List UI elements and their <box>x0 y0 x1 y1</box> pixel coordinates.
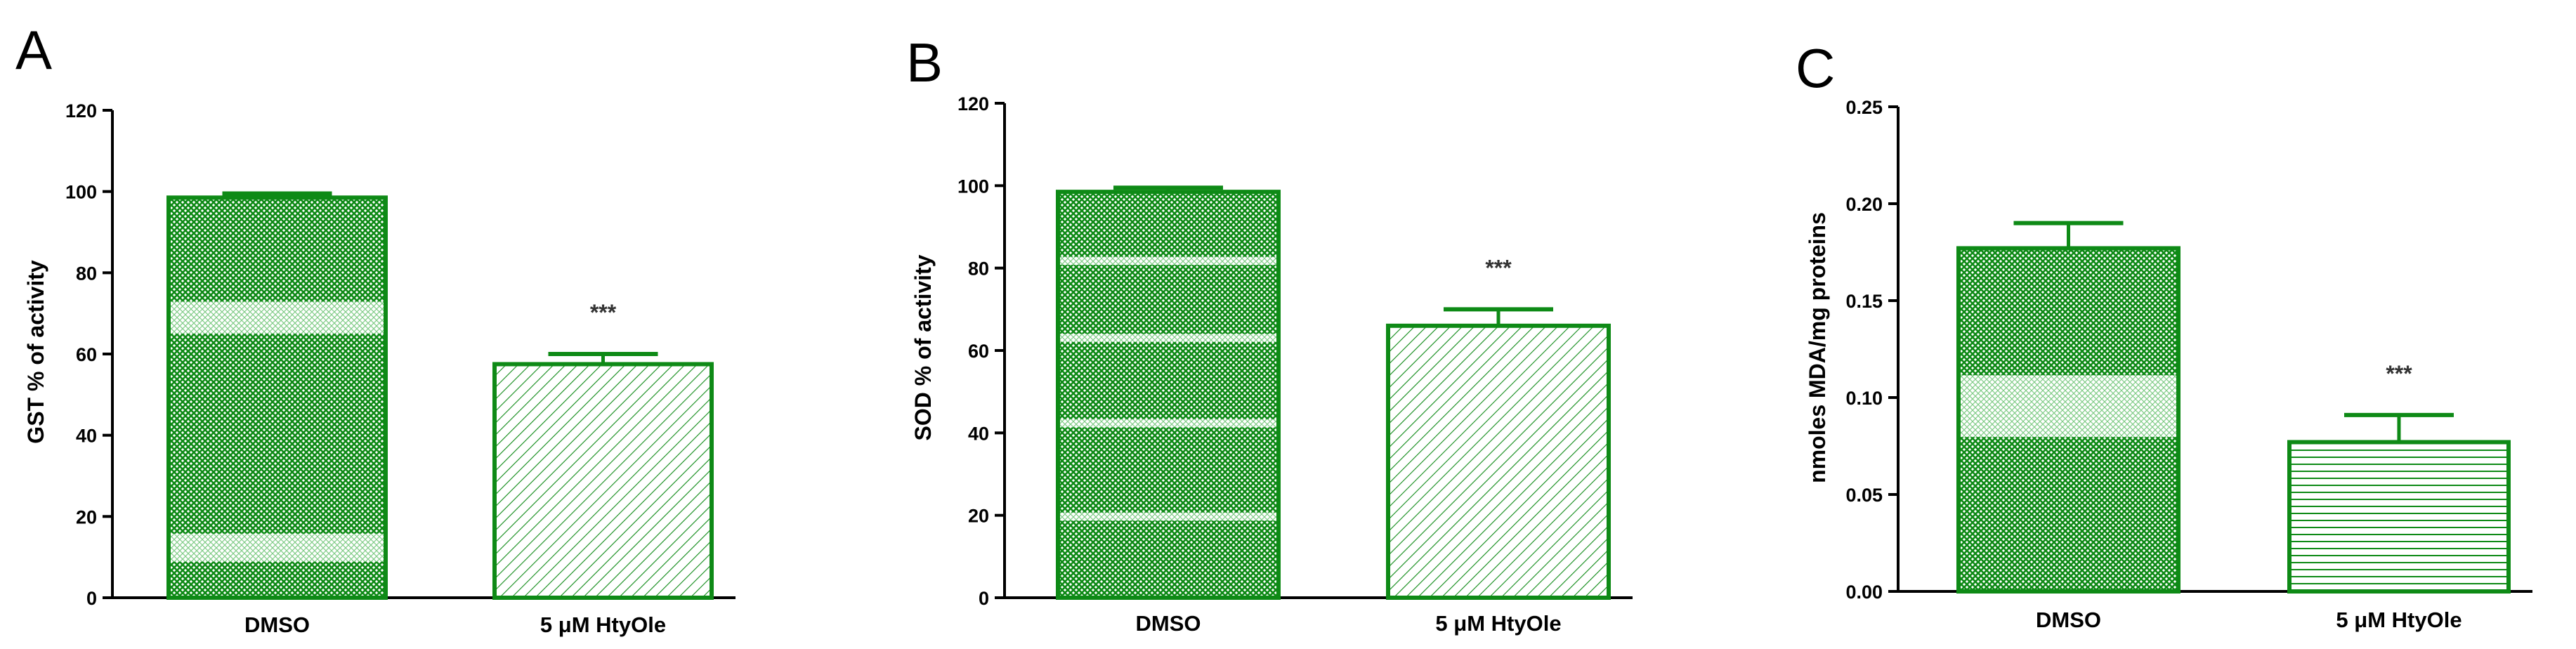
category-label: DMSO <box>2036 608 2101 632</box>
y-tick-label: 20 <box>968 506 989 527</box>
plot-area: 0 20 40 60 80 100 120 DMSO *** 5 μM HtyOle <box>65 100 735 637</box>
bar-fill <box>495 364 712 598</box>
category-label: 5 μM HtyOle <box>540 612 666 637</box>
bar-band <box>1060 512 1276 521</box>
y-tick-label: 0.05 <box>1845 485 1883 506</box>
category-label: DMSO <box>1136 611 1201 636</box>
y-tick-label: 100 <box>957 176 989 197</box>
y-tick-label: 60 <box>968 341 989 362</box>
y-tick-label: 120 <box>65 100 97 122</box>
bar-band <box>171 301 384 334</box>
bar <box>1956 246 2181 594</box>
bar-band <box>1060 419 1276 428</box>
panel-letter: B <box>906 32 943 93</box>
bar <box>1056 190 1281 600</box>
error-bar <box>548 352 658 365</box>
error-bar <box>2344 412 2454 442</box>
bar-band <box>1961 375 2176 438</box>
category-label: 5 μM HtyOle <box>1435 611 1561 636</box>
y-tick-label: 100 <box>65 182 97 203</box>
y-tick-label: 0 <box>86 588 97 609</box>
significance-label: *** <box>590 300 617 325</box>
error-bar <box>1113 185 1223 192</box>
y-tick-label: 80 <box>968 258 989 280</box>
bar-fill <box>1058 192 1279 598</box>
bar-band <box>1060 334 1276 342</box>
y-tick-label: 0.15 <box>1845 291 1883 312</box>
category-label: 5 μM HtyOle <box>2336 608 2461 632</box>
significance-label: *** <box>2386 361 2412 386</box>
y-tick-label: 20 <box>76 506 97 527</box>
bar-band <box>171 533 384 562</box>
y-tick-label: 0 <box>979 588 989 609</box>
panel-b: B SOD % of activity 0 20 40 60 80 100 120 DMSO *… <box>906 32 1633 636</box>
y-tick-label: 80 <box>76 263 97 284</box>
y-tick-label: 0.20 <box>1845 194 1883 215</box>
bar-band <box>1060 256 1276 266</box>
significance-label: *** <box>1485 255 1512 280</box>
error-bar <box>1444 307 1553 326</box>
y-axis-title: SOD % of activity <box>910 254 936 440</box>
bar <box>2287 440 2511 594</box>
plot-area: 0.00 0.05 0.10 0.15 0.20 0.25 DMSO *** 5 μM HtyO… <box>1845 97 2532 632</box>
panel-letter: A <box>15 19 52 81</box>
bar-fill <box>1388 325 1609 598</box>
y-tick-label: 0.00 <box>1845 582 1883 603</box>
panel-a: A GST % of activity 0 20 40 60 80 100 120 DMSO *… <box>15 19 735 637</box>
panel-c: C nmoles MDA/mg proteins 0.00 0.05 0.10 0.1… <box>1796 37 2532 632</box>
bar <box>492 362 714 600</box>
y-tick-label: 40 <box>968 423 989 444</box>
panel-letter: C <box>1796 37 1835 99</box>
plot-area: 0 20 40 60 80 100 120 DMSO *** 5 μM HtyOle <box>957 93 1633 636</box>
y-tick-label: 0.10 <box>1845 388 1883 409</box>
y-tick-label: 0.25 <box>1845 97 1883 118</box>
bar <box>166 195 388 600</box>
y-tick-label: 120 <box>957 93 989 114</box>
bar <box>1386 323 1611 600</box>
y-tick-label: 60 <box>76 344 97 365</box>
bar-fill <box>169 197 386 598</box>
error-bar <box>222 191 332 198</box>
y-axis-title: GST % of activity <box>23 260 48 444</box>
category-label: DMSO <box>244 612 310 637</box>
error-bar <box>2013 221 2124 249</box>
bar-fill <box>2289 442 2509 591</box>
y-axis-title: nmoles MDA/mg proteins <box>1805 212 1830 483</box>
y-tick-label: 40 <box>76 426 97 447</box>
